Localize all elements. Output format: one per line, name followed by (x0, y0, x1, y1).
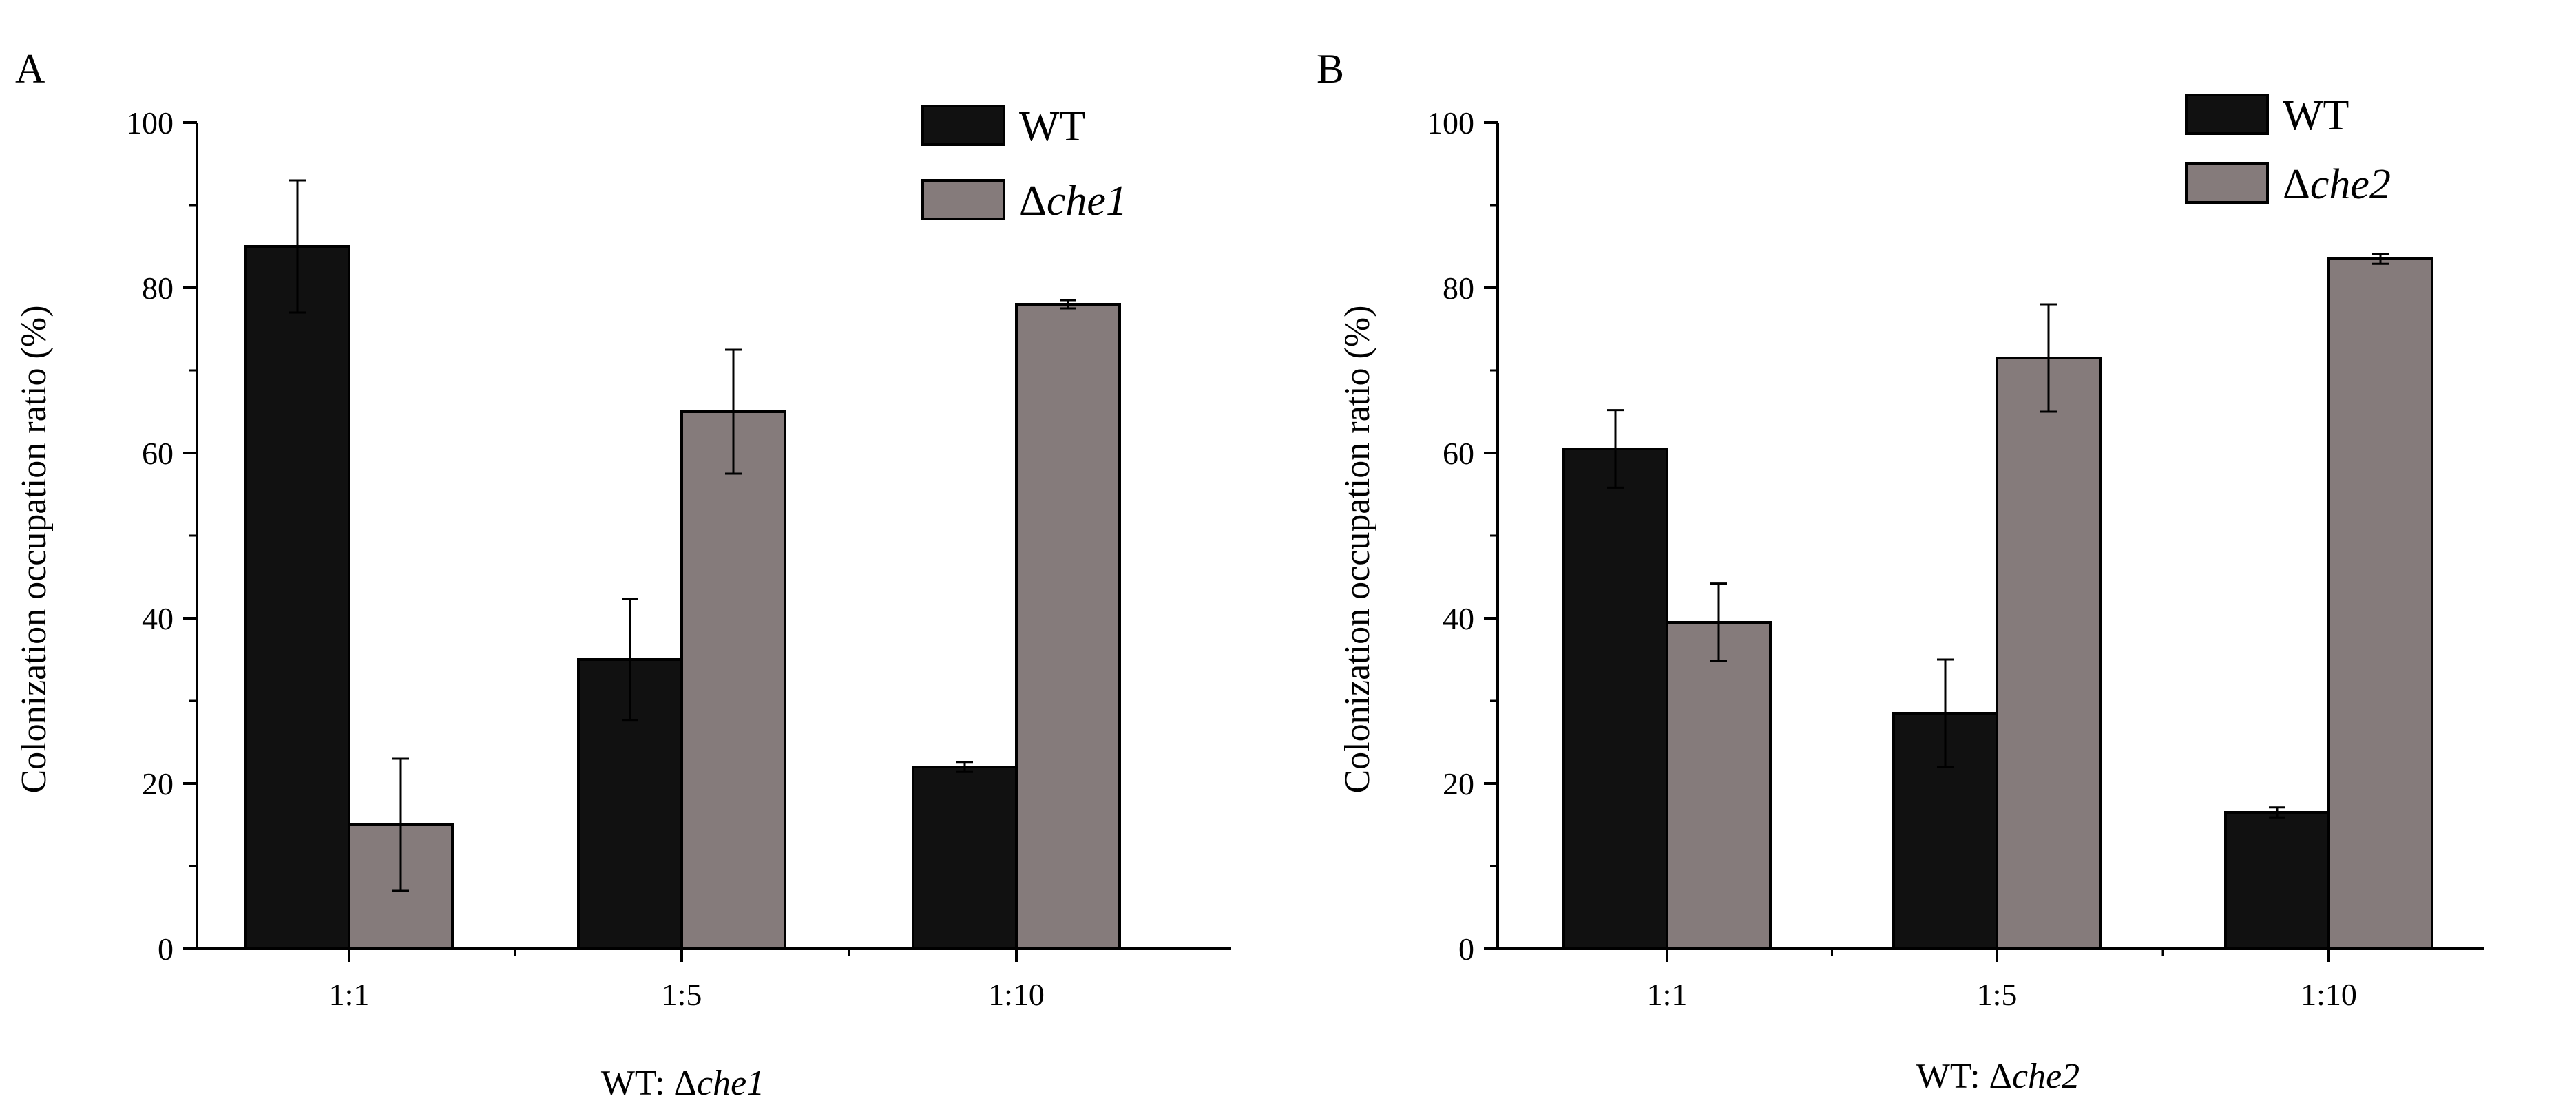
y-tick-label: 40 (1443, 601, 1474, 636)
legend-label-italic: che1 (1047, 178, 1127, 224)
x-axis-label-prefix: WT: Δ (1916, 1057, 2012, 1096)
bar-mutant-1 (1996, 357, 2102, 950)
error-bar-1-2 (1060, 299, 1076, 310)
y-tick-label: 20 (142, 766, 174, 801)
bar-mutant-2 (1015, 303, 1121, 950)
error-bar-0-0 (289, 179, 306, 314)
error-bar-0-1 (622, 598, 638, 722)
panel-label: A (15, 46, 45, 92)
x-axis-label-italic: che1 (697, 1064, 764, 1103)
x-axis-label-prefix: WT: Δ (601, 1064, 697, 1103)
legend-label-prefix: Δ (2283, 161, 2310, 208)
x-axis-label: WT: Δche1 (601, 1064, 764, 1103)
bar-wt-2 (2224, 811, 2330, 950)
bar-wt-2 (912, 766, 1018, 950)
error-bar-0-2 (2269, 806, 2285, 819)
bar-mutant-2 (2327, 257, 2433, 950)
legend-swatch-1 (2185, 162, 2269, 204)
x-tick-label-0: 1:1 (329, 977, 370, 1012)
y-tick-label: 100 (1427, 105, 1474, 140)
y-tick-label: 40 (142, 601, 174, 636)
bar-wt-0 (1562, 448, 1668, 950)
x-tick-label-1: 1:5 (662, 977, 702, 1012)
y-tick-label: 60 (142, 436, 174, 471)
x-tick-label-2: 1:10 (2301, 977, 2357, 1012)
y-tick-label: 60 (1443, 436, 1474, 471)
y-tick-label: 80 (1443, 271, 1474, 306)
y-axis-label: Colonization occupation ratio (%) (14, 305, 54, 793)
error-bar-1-0 (392, 757, 409, 892)
legend-label-italic: che2 (2310, 161, 2391, 208)
panel-a: A 0 20 40 60 80 100 1:1 1:5 1:10 Colonization occu… (14, 46, 1231, 1103)
legend: WT Δche2 (2185, 92, 2391, 208)
bar-wt-0 (244, 245, 350, 950)
error-bar-1-1 (2040, 303, 2057, 413)
y-tick-label: 0 (158, 931, 174, 967)
bar-mutant-1 (680, 410, 786, 950)
error-bar-0-2 (956, 761, 973, 773)
x-tick-label-2: 1:10 (988, 977, 1045, 1012)
y-tick-label: 100 (126, 105, 174, 140)
x-tick-label-0: 1:1 (1647, 977, 1688, 1012)
legend-label-0: WT (1019, 103, 1085, 150)
error-bar-0-0 (1607, 409, 1624, 489)
legend-swatch-0 (921, 105, 1005, 146)
y-tick-label: 0 (1458, 931, 1474, 967)
y-tick-label: 80 (142, 271, 174, 306)
y-tick-label: 20 (1443, 766, 1474, 801)
error-bar-1-0 (1710, 582, 1727, 662)
error-bar-1-1 (725, 348, 742, 475)
panel-b: B 0 20 40 60 80 100 1:1 1:5 1:10 Colonization occu… (1317, 46, 2484, 1096)
panel-label: B (1317, 46, 1344, 92)
y-axis-label: Colonization occupation ratio (%) (1338, 305, 1377, 793)
error-bar-1-2 (2372, 253, 2389, 265)
x-tick-label-1: 1:5 (1977, 977, 2018, 1012)
legend: WT Δche1 (921, 103, 1127, 224)
legend-label-0: WT (2283, 92, 2349, 139)
error-bar-0-1 (1937, 658, 1954, 768)
x-axis-label-italic: che2 (2012, 1057, 2080, 1096)
legend-swatch-1 (921, 179, 1005, 220)
bar-mutant-0 (1666, 621, 1772, 950)
legend-swatch-0 (2185, 94, 2269, 135)
legend-label-1: Δche2 (2283, 161, 2391, 208)
legend-label-prefix: Δ (1019, 178, 1047, 224)
legend-label-1: Δche1 (1019, 178, 1127, 224)
x-axis-label: WT: Δche2 (1916, 1057, 2080, 1096)
